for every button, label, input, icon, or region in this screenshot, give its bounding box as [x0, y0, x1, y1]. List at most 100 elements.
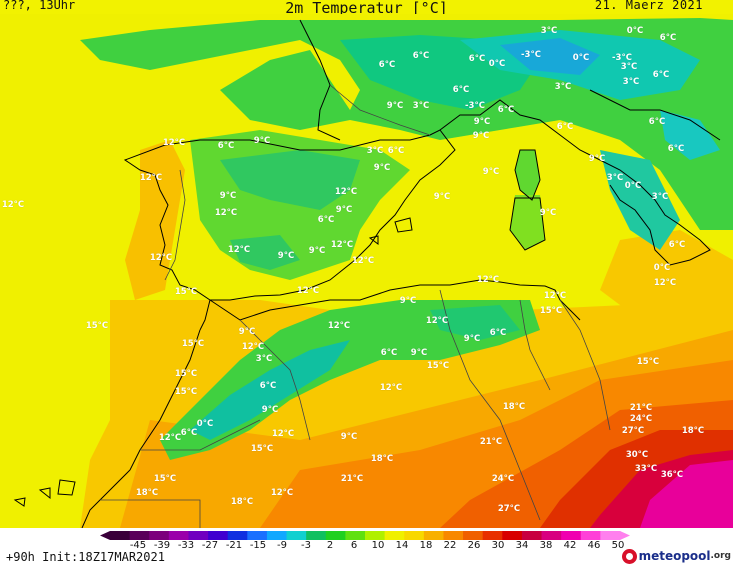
forecast-time-label: ???, 13Uhr [3, 0, 76, 12]
temperature-label: 9°C [473, 117, 491, 127]
temperature-label: 12°C [351, 256, 375, 266]
temperature-label: 15°C [426, 361, 450, 371]
logo-text: meteopool [638, 549, 711, 563]
init-time-label: +90h Init:18Z17MAR2021 [6, 550, 165, 564]
temperature-label: -3°C [521, 50, 541, 60]
temperature-label: 9°C [539, 208, 557, 218]
temperature-label: 24°C [629, 414, 653, 424]
temperature-label: 12°C [227, 245, 251, 255]
temperature-label: 12°C [139, 173, 163, 183]
temperature-label: 6°C [317, 215, 335, 225]
zone-atlas-cold [190, 340, 350, 440]
temperature-label: 9°C [588, 154, 606, 164]
zone-alps-core [500, 38, 600, 75]
colorbar-segment [580, 531, 601, 540]
colorbar-tick-label: -27 [201, 540, 219, 551]
temperature-label: 3°C [606, 173, 624, 183]
temperature-label: 6°C [652, 70, 670, 80]
colorbar-tick-label: 46 [587, 540, 601, 551]
temperature-label: 18°C [230, 497, 254, 507]
temperature-label: 3°C [622, 77, 640, 87]
colorbar-segment [110, 531, 131, 540]
colorbar-segment [227, 531, 248, 540]
temperature-label: 9°C [277, 251, 295, 261]
temperature-label: 18°C [135, 488, 159, 498]
colorbar-tick-label: 18 [419, 540, 433, 551]
temperature-label: 36°C [660, 470, 684, 480]
map-title: 2m Temperatur [°C] [285, 0, 448, 17]
temperature-label: 12°C [425, 316, 449, 326]
temperature-label: 6°C [648, 117, 666, 127]
temperature-label: 6°C [452, 85, 470, 95]
temperature-label: 12°C [214, 208, 238, 218]
colorbar-segment [345, 531, 366, 540]
temperature-label: 6°C [556, 122, 574, 132]
colorbar-segment [423, 531, 444, 540]
colorbar-segment [482, 531, 503, 540]
temperature-label: 15°C [174, 369, 198, 379]
temperature-label: 6°C [387, 146, 405, 156]
temperature-label: 30°C [625, 450, 649, 460]
temperature-label: 12°C [334, 187, 358, 197]
temperature-label: 6°C [378, 60, 396, 70]
colorbar-segment [384, 531, 405, 540]
colorbar-segment [521, 531, 543, 540]
temperature-label: 12°C [327, 321, 351, 331]
temperature-label: 12°C [476, 275, 500, 285]
temperature-label: 0°C [626, 26, 644, 36]
zone-sierra [230, 235, 300, 270]
logo-icon [621, 548, 637, 564]
temperature-label: 0°C [653, 263, 671, 273]
temperature-label: 12°C [270, 488, 294, 498]
sardinia-area [510, 195, 545, 250]
temperature-label: 12°C [162, 138, 186, 148]
temperature-label: 9°C [373, 163, 391, 173]
temperature-label: 3°C [366, 146, 384, 156]
colorbar-arrow-right [620, 531, 630, 540]
colorbar-tick-label: -33 [177, 540, 195, 551]
temperature-label: 6°C [668, 240, 686, 250]
temperature-label: 27°C [621, 426, 645, 436]
colorbar-tick-label: 26 [467, 540, 481, 551]
temperature-label: 6°C [497, 105, 515, 115]
colorbar-tick-label: -39 [153, 540, 171, 551]
country-borders [100, 84, 611, 528]
colorbar-segment [247, 531, 268, 540]
temperature-label: 9°C [308, 246, 326, 256]
zone-italy-south [600, 150, 680, 250]
colorbar-tick-label: 42 [563, 540, 577, 551]
temperature-label: 3°C [412, 101, 430, 111]
colorbar-segment [306, 531, 327, 540]
temperature-label: 6°C [667, 144, 685, 154]
colorbar-segment [443, 531, 464, 540]
meteopool-logo[interactable]: meteopool .org [621, 548, 731, 564]
temperature-label: 12°C [158, 433, 182, 443]
temperature-label: 15°C [539, 306, 563, 316]
temperature-label: 0°C [572, 53, 590, 63]
temperature-label: 6°C [259, 381, 277, 391]
colorbar-tick-label: -21 [225, 540, 243, 551]
temperature-map [0, 14, 733, 528]
temperature-label: 6°C [412, 51, 430, 61]
temperature-label: 12°C [296, 286, 320, 296]
coastlines [13, 19, 721, 528]
zone-hot-4 [640, 460, 733, 528]
colorbar-segment [286, 531, 307, 540]
temperature-label: 6°C [659, 33, 677, 43]
temperature-label: 18°C [370, 454, 394, 464]
zone-atlas [160, 300, 540, 460]
temperature-label: 3°C [651, 192, 669, 202]
temperature-label: 0°C [624, 181, 642, 191]
temperature-label: 15°C [636, 357, 660, 367]
temperature-label: 21°C [479, 437, 503, 447]
temperature-label: 15°C [174, 287, 198, 297]
temperature-label: 12°C [543, 291, 567, 301]
colorbar-segment [325, 531, 346, 540]
temperature-label: 6°C [489, 328, 507, 338]
temperature-label: 6°C [217, 141, 235, 151]
colorbar-tick-label: -45 [129, 540, 147, 551]
zone-iberia-cold [220, 150, 360, 210]
temperature-label: -3°C [612, 53, 632, 63]
temperature-label: 12°C [379, 383, 403, 393]
colorbar-tick-label: -9 [277, 540, 287, 551]
